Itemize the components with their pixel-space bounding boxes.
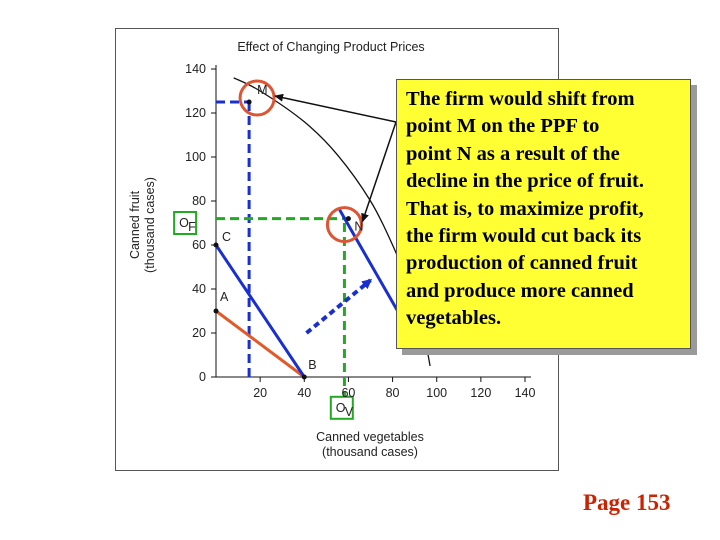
price-line [214,244,306,378]
data-points [173,79,363,420]
pointer-arrow-n [361,121,397,223]
point-m [246,99,252,105]
callout-line: point N as a result of the [406,142,620,165]
callout-line: The firm would shift from [406,88,635,110]
callout-line: vegetables. [406,307,502,330]
guide-lines [216,100,349,408]
callout-line: and produce more canned [406,279,634,302]
callout-line: That is, to maximize profit, [406,197,644,220]
shift-arrow [305,278,373,335]
x-tick-label: 100 [426,386,447,400]
page-number: Page 153 [583,490,671,515]
callout-box: The firm would shift from point M on the … [396,79,691,349]
point-label-b: B [308,358,316,372]
point-label-n: N [354,220,363,234]
pointer-arrow-m [274,93,397,123]
x-tick-label: 140 [515,386,536,400]
origin-box-v [329,395,354,420]
point-n [345,216,351,222]
x-tick-label: 80 [386,386,400,400]
price-line [215,309,306,379]
point-b [301,374,307,380]
origin-label-f: O [179,216,189,230]
chart-title: Effect of Changing Product Prices [237,40,424,54]
y-axis-title: Canned fruit [128,190,142,259]
callout-line: production of canned fruit [406,252,638,275]
y-tick-label: 120 [185,106,206,120]
x-tick-label: 20 [253,386,267,400]
y-tick-label: 140 [185,62,206,76]
origin-label-v: O [336,401,346,415]
x-tick-label: 60 [341,386,355,400]
highlight-circle-m [238,79,276,117]
point-label-a: A [220,290,229,304]
price-lines [214,209,412,379]
origin-sub-v: V [345,405,354,419]
x-tick-label: 120 [470,386,491,400]
highlight-circle-n [325,206,363,244]
callout-line: the firm would cut back its [406,225,642,248]
x-axis-title: (thousand cases) [322,445,418,459]
y-tick-label: 100 [185,150,206,164]
y-tick-label: 80 [192,194,206,208]
callout-line: decline in the price of fruit. [406,170,644,193]
callout-line: point M on the PPF to [406,115,600,138]
y-tick-label: 0 [199,370,206,384]
axes [211,65,531,382]
y-tick-label: 60 [192,238,206,252]
chart-text: 0 20 40 60 80 100 120 140 20 40 60 80 100 120 140 Effec… [128,40,535,459]
arrows [274,93,397,335]
point-c [213,242,219,248]
y-tick-label: 40 [192,282,206,296]
x-tick-label: 40 [297,386,311,400]
origin-sub-f: F [188,220,196,234]
y-axis-title: (thousand cases) [143,177,157,273]
point-a [213,308,219,314]
y-tick-label: 20 [192,326,206,340]
point-label-c: C [222,230,231,244]
x-axis-title: Canned vegetables [316,430,424,444]
origin-box-f [173,211,198,235]
point-label-m: M [257,83,267,97]
